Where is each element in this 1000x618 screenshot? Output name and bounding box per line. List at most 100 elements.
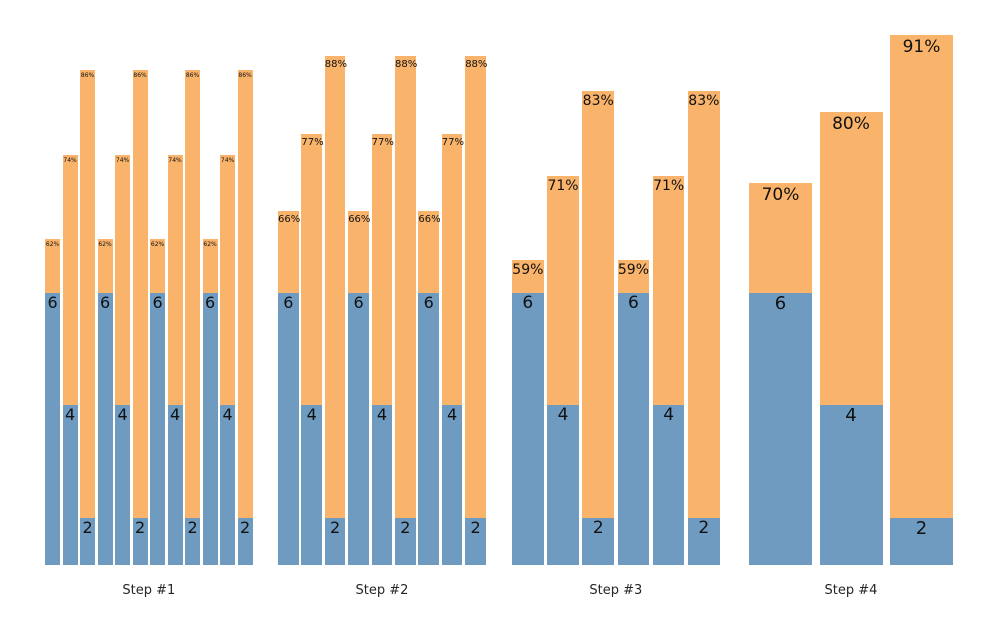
bar-step2-8: 77% 4: [441, 134, 465, 565]
bar-value-label: 6: [353, 293, 364, 312]
bar-percent-label: 74%: [63, 157, 77, 164]
bar-bottom-segment: [617, 293, 650, 565]
bar-bottom-segment: [465, 518, 486, 565]
bar-bottom-segment: [237, 518, 253, 565]
bar-top-segment: [890, 35, 953, 565]
bar-step3-2: 71% 4: [547, 176, 579, 565]
bar-bottom-segment: [371, 405, 393, 565]
bar-bottom-segment: [324, 518, 346, 565]
bar-value-label: 4: [376, 405, 388, 424]
bar-percent-label: 59%: [617, 262, 649, 278]
bar-step1-9: 86% 2: [185, 70, 201, 565]
bar-step1-8: 74% 4: [167, 155, 183, 565]
bar-top-segment: [395, 56, 416, 565]
bar-step2-6: 88% 2: [395, 56, 417, 565]
bar-bottom-segment: [395, 518, 416, 565]
bar-value-label: 2: [698, 518, 710, 538]
bar-top-segment: [582, 91, 615, 565]
bar-step1-5: 74% 4: [115, 155, 131, 565]
bar-bottom-segment: [819, 405, 883, 565]
bar-bottom-segment: [278, 293, 299, 565]
bar-value-label: 6: [100, 293, 111, 312]
bar-value-label: 6: [774, 293, 787, 314]
bar-step3-4: 59% 6: [617, 260, 650, 565]
bar-bottom-segment: [202, 293, 218, 565]
bar-percent-label: 86%: [185, 72, 200, 79]
bar-step4-2: 80% 4: [819, 112, 883, 565]
bar-step2-2: 77% 4: [301, 134, 324, 565]
bar-step2-9: 88% 2: [465, 56, 488, 565]
bar-step1-4: 62% 6: [97, 239, 113, 565]
bar-value-label: 6: [522, 293, 534, 313]
bar-bottom-segment: [62, 405, 78, 565]
bar-value-label: 4: [117, 405, 128, 424]
x-tick-label-step1: Step #1: [122, 583, 176, 598]
x-tick-label-step4: Step #4: [824, 583, 878, 598]
bar-bottom-segment: [418, 293, 440, 565]
bar-bottom-segment: [652, 405, 685, 565]
bar-value-label: 4: [65, 405, 76, 424]
bar-value-label: 4: [663, 405, 675, 425]
bar-bottom-segment: [582, 518, 615, 565]
bar-bottom-segment: [97, 293, 113, 565]
bar-value-label: 6: [628, 293, 639, 313]
bar-top-segment: [688, 91, 720, 565]
bar-step1-6: 86% 2: [132, 70, 148, 565]
bar-percent-label: 66%: [278, 214, 301, 225]
bar-bottom-segment: [80, 518, 96, 565]
bar-bottom-segment: [688, 518, 720, 565]
bar-percent-label: 71%: [653, 178, 685, 194]
bar-value-label: 4: [447, 405, 458, 424]
bar-percent-label: 62%: [98, 241, 112, 248]
bar-top-segment: [465, 56, 486, 565]
bar-value-label: 2: [592, 518, 604, 538]
bar-percent-label: 80%: [832, 114, 870, 134]
bar-bottom-segment: [132, 518, 148, 565]
bar-bottom-segment: [890, 518, 953, 565]
bar-bottom-segment: [348, 293, 369, 565]
bar-step1-10: 62% 6: [202, 239, 218, 565]
bar-step1-3: 86% 2: [80, 70, 96, 565]
bar-value-label: 2: [240, 518, 251, 537]
bar-percent-label: 77%: [371, 137, 394, 148]
bar-percent-label: 86%: [238, 72, 252, 79]
bar-step2-5: 77% 4: [371, 134, 394, 565]
x-tick-label-step2: Step #2: [355, 583, 409, 598]
bar-value-label: 2: [400, 518, 411, 537]
bar-step2-3: 88% 2: [324, 56, 347, 565]
x-tick-label-step3: Step #3: [589, 583, 643, 598]
bar-bottom-segment: [115, 405, 131, 565]
bar-bottom-segment: [220, 405, 236, 565]
bar-bottom-segment: [441, 405, 463, 565]
bar-step3-1: 59% 6: [512, 260, 544, 565]
bar-percent-label: 59%: [512, 262, 544, 278]
bar-percent-label: 88%: [465, 59, 488, 70]
bar-bottom-segment: [150, 293, 166, 565]
bar-percent-label: 70%: [761, 185, 800, 205]
bar-value-label: 2: [187, 518, 198, 537]
bar-percent-label: 62%: [45, 241, 60, 248]
bar-bottom-segment: [301, 405, 323, 565]
bar-top-segment: [324, 56, 346, 565]
bar-percent-label: 74%: [220, 157, 235, 164]
bar-bottom-segment: [749, 293, 812, 565]
bar-percent-label: 77%: [441, 137, 465, 148]
bar-bottom-segment: [185, 518, 201, 565]
bar-value-label: 6: [47, 293, 58, 312]
bar-percent-label: 66%: [348, 214, 371, 225]
bar-top-segment: [132, 70, 148, 565]
bar-bottom-segment: [512, 293, 544, 565]
bar-value-label: 4: [222, 405, 233, 424]
bar-step3-6: 83% 2: [688, 91, 720, 565]
bar-percent-label: 83%: [582, 93, 614, 109]
bar-value-label: 2: [135, 518, 146, 537]
bar-percent-label: 83%: [688, 93, 720, 109]
bar-value-label: 4: [845, 405, 857, 426]
bar-value-label: 2: [330, 518, 341, 537]
bar-step1-2: 74% 4: [62, 155, 78, 565]
bar-value-label: 4: [170, 405, 181, 424]
bar-value-label: 6: [283, 293, 294, 312]
bar-step3-5: 71% 4: [652, 176, 685, 565]
bar-top-segment: [237, 70, 253, 565]
bar-percent-label: 74%: [168, 157, 182, 164]
